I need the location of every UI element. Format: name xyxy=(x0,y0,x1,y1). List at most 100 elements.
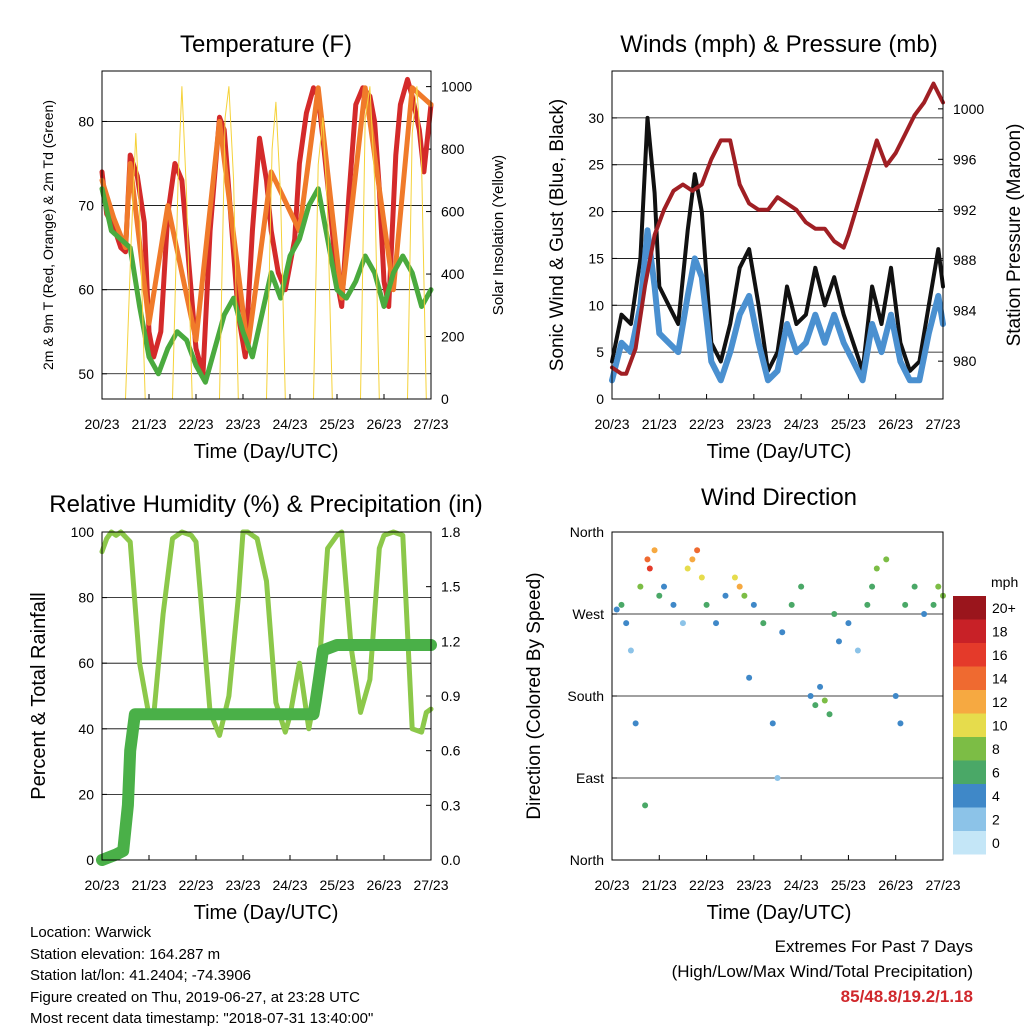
direction-point xyxy=(623,620,630,627)
humidity-xtick-label: 26/23 xyxy=(366,877,401,893)
direction-point xyxy=(935,583,942,590)
direction-xtick-label: 21/23 xyxy=(642,877,677,893)
direction-ytick-label: North xyxy=(570,852,604,868)
humidity-xtick-label: 23/23 xyxy=(225,877,260,893)
temperature-ylabel-right: Solar Insolation (Yellow) xyxy=(490,155,507,315)
direction-point xyxy=(731,574,738,581)
legend-label: 18 xyxy=(992,624,1008,640)
direction-ylabel-left: Direction (Colored By Speed) xyxy=(524,572,545,819)
humidity-frame xyxy=(101,531,432,861)
direction-point xyxy=(618,601,625,608)
winds-y2tick-label: 980 xyxy=(953,353,977,369)
direction-point xyxy=(646,565,653,572)
legend-label: 0 xyxy=(992,835,1000,851)
humidity-ytick-label: 40 xyxy=(78,721,94,737)
info-location: Location: Warwick xyxy=(30,924,152,941)
direction-point xyxy=(694,547,701,554)
temperature-y2tick-label: 1000 xyxy=(441,79,472,95)
direction-point xyxy=(892,693,899,699)
direction-point xyxy=(854,647,861,654)
direction-xlabel: Time (Day/UTC) xyxy=(707,902,852,924)
humidity-xlabel: Time (Day/UTC) xyxy=(194,902,339,924)
info-created: Figure created on Thu, 2019-06-27, at 23… xyxy=(30,988,360,1006)
temperature-xlabel: Time (Day/UTC) xyxy=(194,441,339,463)
winds-ytick-label: 25 xyxy=(588,157,604,173)
humidity-y2tick-label: 1.5 xyxy=(441,579,461,595)
legend-swatch xyxy=(953,596,986,620)
humidity-xtick-label: 20/23 xyxy=(84,877,119,893)
direction-point xyxy=(788,601,795,608)
legend-swatch xyxy=(953,643,986,667)
direction-point xyxy=(746,674,753,681)
humidity-y2tick-label: 0.3 xyxy=(441,797,461,813)
winds-y2tick-label: 1000 xyxy=(953,101,984,117)
temperature-y2tick-label: 400 xyxy=(441,266,465,282)
direction-point xyxy=(845,620,852,627)
temperature-title: Temperature (F) xyxy=(180,31,352,58)
direction-point xyxy=(741,592,748,599)
direction-point xyxy=(864,601,871,608)
winds-xtick-label: 20/23 xyxy=(594,416,629,432)
humidity-y2tick-label: 0.0 xyxy=(441,852,461,868)
direction-point xyxy=(651,547,658,554)
winds-xtick-label: 21/23 xyxy=(642,416,677,432)
legend-swatch xyxy=(953,666,986,690)
direction-point xyxy=(736,583,743,590)
humidity-y2tick-label: 1.2 xyxy=(441,633,461,649)
humidity-y2tick-label: 0.6 xyxy=(441,743,461,759)
station-info: Location: Warwick Station elevation: 164… xyxy=(30,922,373,1030)
direction-point xyxy=(821,697,828,704)
winds-frame xyxy=(611,70,944,400)
temperature-xtick-label: 25/23 xyxy=(319,416,354,432)
humidity-ytick-label: 60 xyxy=(78,655,94,671)
temperature-xtick-label: 24/23 xyxy=(272,416,307,432)
legend-swatch xyxy=(953,737,986,761)
winds-ytick-label: 20 xyxy=(588,204,604,220)
direction-ytick-label: West xyxy=(572,606,604,622)
legend-label: 20+ xyxy=(992,600,1016,616)
direction-xtick-label: 26/23 xyxy=(878,877,913,893)
winds-xtick-label: 22/23 xyxy=(689,416,724,432)
direction-point xyxy=(713,620,720,627)
direction-point xyxy=(817,683,824,690)
direction-point xyxy=(798,583,805,590)
legend-swatch xyxy=(953,831,986,855)
direction-point xyxy=(760,620,767,627)
legend-label: 10 xyxy=(992,718,1008,734)
humidity-xtick-label: 25/23 xyxy=(319,877,354,893)
winds-y2tick-label: 984 xyxy=(953,303,977,319)
temperature-series-line xyxy=(125,86,427,400)
winds-ytick-label: 0 xyxy=(596,391,604,407)
winds-series-line xyxy=(610,81,945,376)
temperature-xtick-label: 27/23 xyxy=(413,416,448,432)
direction-point xyxy=(689,556,696,563)
info-elevation: Station elevation: 164.287 m xyxy=(30,945,221,963)
direction-xtick-label: 24/23 xyxy=(784,877,819,893)
direction-point xyxy=(637,583,644,590)
legend-swatch xyxy=(953,784,986,808)
winds-title: Winds (mph) & Pressure (mb) xyxy=(620,31,937,58)
winds-y2tick-label: 988 xyxy=(953,252,977,268)
direction-point xyxy=(897,720,904,727)
temperature-frame xyxy=(101,70,432,400)
winds-xtick-label: 23/23 xyxy=(736,416,771,432)
winds-ytick-label: 30 xyxy=(588,110,604,126)
legend-label: 8 xyxy=(992,741,1000,757)
direction-point xyxy=(684,565,691,572)
humidity-ytick-label: 80 xyxy=(78,590,94,606)
temperature-xtick-label: 22/23 xyxy=(178,416,213,432)
direction-point xyxy=(911,583,918,590)
direction-xtick-label: 25/23 xyxy=(831,877,866,893)
winds-ylabel-left: Sonic Wind & Gust (Blue, Black) xyxy=(547,99,568,371)
direction-point xyxy=(807,693,814,699)
direction-point xyxy=(627,647,634,654)
direction-point xyxy=(750,601,757,608)
temperature-y2tick-label: 600 xyxy=(441,204,465,220)
temperature-xtick-label: 21/23 xyxy=(131,416,166,432)
direction-ytick-label: South xyxy=(567,688,604,704)
winds-xtick-label: 27/23 xyxy=(925,416,960,432)
winds-y2tick-label: 996 xyxy=(953,151,977,167)
winds-series-line xyxy=(609,227,946,384)
humidity-ytick-label: 100 xyxy=(71,524,95,540)
